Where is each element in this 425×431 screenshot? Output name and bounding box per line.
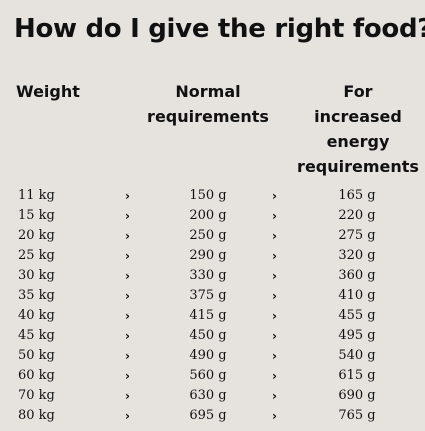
normal-portion-cell: 250 g xyxy=(189,228,227,243)
arrow-right-icon: › xyxy=(125,329,130,343)
normal-portion-cell: 630 g xyxy=(189,388,227,403)
arrow-right-icon: › xyxy=(125,369,130,383)
normal-portion-cell: 560 g xyxy=(189,368,227,383)
increased-portion-cell: 615 g xyxy=(338,368,376,383)
increased-portion-cell: 275 g xyxy=(338,228,376,243)
weight-cell: 25 kg xyxy=(18,248,55,263)
header-normal-line: requirements xyxy=(147,107,269,126)
arrow-right-icon: › xyxy=(272,349,277,363)
increased-portion-cell: 360 g xyxy=(338,268,376,283)
page-title: How do I give the right food? xyxy=(14,14,425,44)
table-row: 35 kg › 375 g › 410 g xyxy=(0,286,425,306)
header-increased-line: For xyxy=(343,82,373,101)
arrow-right-icon: › xyxy=(272,409,277,423)
weight-cell: 40 kg xyxy=(18,308,55,323)
table-row: 50 kg › 490 g › 540 g xyxy=(0,346,425,366)
table-row: 70 kg › 630 g › 690 g xyxy=(0,386,425,406)
increased-portion-cell: 765 g xyxy=(338,408,376,423)
table-row: 80 kg › 695 g › 765 g xyxy=(0,406,425,426)
arrow-right-icon: › xyxy=(272,249,277,263)
normal-portion-cell: 450 g xyxy=(189,328,227,343)
weight-cell: 30 kg xyxy=(18,268,55,283)
header-increased-requirements: For increased energy requirements xyxy=(283,79,425,179)
feeding-table: 11 kg › 150 g › 165 g 15 kg › 200 g › 22… xyxy=(0,186,425,426)
weight-cell: 50 kg xyxy=(18,348,55,363)
arrow-right-icon: › xyxy=(272,289,277,303)
normal-portion-cell: 150 g xyxy=(189,188,227,203)
table-row: 25 kg › 290 g › 320 g xyxy=(0,246,425,266)
arrow-right-icon: › xyxy=(272,229,277,243)
header-increased-line: requirements xyxy=(297,157,419,176)
weight-cell: 45 kg xyxy=(18,328,55,343)
arrow-right-icon: › xyxy=(125,269,130,283)
weight-cell: 70 kg xyxy=(18,388,55,403)
normal-portion-cell: 200 g xyxy=(189,208,227,223)
increased-portion-cell: 165 g xyxy=(338,188,376,203)
header-normal-line: Normal xyxy=(175,82,241,101)
table-row: 20 kg › 250 g › 275 g xyxy=(0,226,425,246)
normal-portion-cell: 330 g xyxy=(189,268,227,283)
normal-portion-cell: 375 g xyxy=(189,288,227,303)
table-row: 11 kg › 150 g › 165 g xyxy=(0,186,425,206)
arrow-right-icon: › xyxy=(125,249,130,263)
normal-portion-cell: 415 g xyxy=(189,308,227,323)
normal-portion-cell: 290 g xyxy=(189,248,227,263)
increased-portion-cell: 410 g xyxy=(338,288,376,303)
weight-cell: 20 kg xyxy=(18,228,55,243)
weight-cell: 60 kg xyxy=(18,368,55,383)
header-weight: Weight xyxy=(16,79,80,104)
arrow-right-icon: › xyxy=(125,289,130,303)
arrow-right-icon: › xyxy=(125,409,130,423)
table-row: 40 kg › 415 g › 455 g xyxy=(0,306,425,326)
header-normal-requirements: Normal requirements xyxy=(133,79,283,129)
table-row: 15 kg › 200 g › 220 g xyxy=(0,206,425,226)
arrow-right-icon: › xyxy=(125,209,130,223)
arrow-right-icon: › xyxy=(125,229,130,243)
weight-cell: 35 kg xyxy=(18,288,55,303)
arrow-right-icon: › xyxy=(125,389,130,403)
header-increased-line: increased xyxy=(314,107,402,126)
table-row: 30 kg › 330 g › 360 g xyxy=(0,266,425,286)
arrow-right-icon: › xyxy=(272,189,277,203)
increased-portion-cell: 495 g xyxy=(338,328,376,343)
arrow-right-icon: › xyxy=(272,369,277,383)
arrow-right-icon: › xyxy=(125,349,130,363)
arrow-right-icon: › xyxy=(272,329,277,343)
weight-cell: 11 kg xyxy=(18,188,55,203)
increased-portion-cell: 320 g xyxy=(338,248,376,263)
increased-portion-cell: 690 g xyxy=(338,388,376,403)
normal-portion-cell: 490 g xyxy=(189,348,227,363)
table-row: 45 kg › 450 g › 495 g xyxy=(0,326,425,346)
arrow-right-icon: › xyxy=(272,389,277,403)
arrow-right-icon: › xyxy=(125,189,130,203)
header-increased-line: energy xyxy=(326,132,390,151)
weight-cell: 15 kg xyxy=(18,208,55,223)
weight-cell: 80 kg xyxy=(18,408,55,423)
increased-portion-cell: 540 g xyxy=(338,348,376,363)
arrow-right-icon: › xyxy=(272,309,277,323)
normal-portion-cell: 695 g xyxy=(189,408,227,423)
header-weight-label: Weight xyxy=(16,82,80,101)
arrow-right-icon: › xyxy=(125,309,130,323)
table-row: 60 kg › 560 g › 615 g xyxy=(0,366,425,386)
increased-portion-cell: 455 g xyxy=(338,308,376,323)
arrow-right-icon: › xyxy=(272,209,277,223)
increased-portion-cell: 220 g xyxy=(338,208,376,223)
arrow-right-icon: › xyxy=(272,269,277,283)
